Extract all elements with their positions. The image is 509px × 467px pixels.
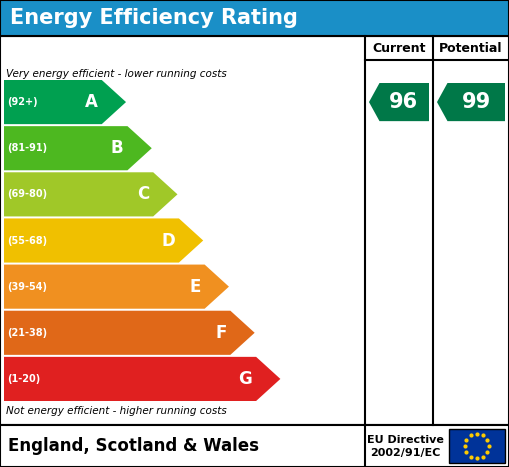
Text: E: E: [189, 278, 201, 296]
Polygon shape: [437, 83, 505, 121]
Text: G: G: [238, 370, 252, 388]
Bar: [0, 0, 509, 36]
Text: C: C: [137, 185, 149, 203]
Text: 2002/91/EC: 2002/91/EC: [370, 448, 440, 458]
Text: B: B: [111, 139, 124, 157]
Text: A: A: [85, 93, 98, 111]
Text: Energy Efficiency Rating: Energy Efficiency Rating: [10, 8, 298, 28]
Text: EU Directive: EU Directive: [367, 435, 444, 445]
Text: England, Scotland & Wales: England, Scotland & Wales: [8, 437, 259, 455]
Text: D: D: [161, 232, 175, 249]
Bar: [448, 429, 505, 463]
Text: F: F: [215, 324, 227, 342]
Text: Potential: Potential: [439, 42, 503, 55]
Polygon shape: [4, 126, 152, 170]
Text: Not energy efficient - higher running costs: Not energy efficient - higher running co…: [6, 406, 227, 416]
Text: (92+): (92+): [7, 97, 38, 107]
Text: 96: 96: [389, 92, 418, 112]
Polygon shape: [4, 80, 126, 124]
Text: Current: Current: [372, 42, 426, 55]
Polygon shape: [4, 311, 254, 355]
Bar: [0, 425, 509, 467]
Text: (21-38): (21-38): [7, 328, 47, 338]
Text: (55-68): (55-68): [7, 235, 47, 246]
Polygon shape: [4, 219, 203, 262]
Bar: [0, 0, 509, 36]
Text: (1-20): (1-20): [7, 374, 40, 384]
Polygon shape: [4, 265, 229, 309]
Polygon shape: [4, 172, 178, 216]
Text: (81-91): (81-91): [7, 143, 47, 153]
Polygon shape: [4, 357, 280, 401]
Text: (39-54): (39-54): [7, 282, 47, 292]
Text: (69-80): (69-80): [7, 189, 47, 199]
Text: 99: 99: [462, 92, 491, 112]
Text: Very energy efficient - lower running costs: Very energy efficient - lower running co…: [6, 69, 227, 79]
Polygon shape: [369, 83, 429, 121]
Bar: [0, 36, 509, 425]
